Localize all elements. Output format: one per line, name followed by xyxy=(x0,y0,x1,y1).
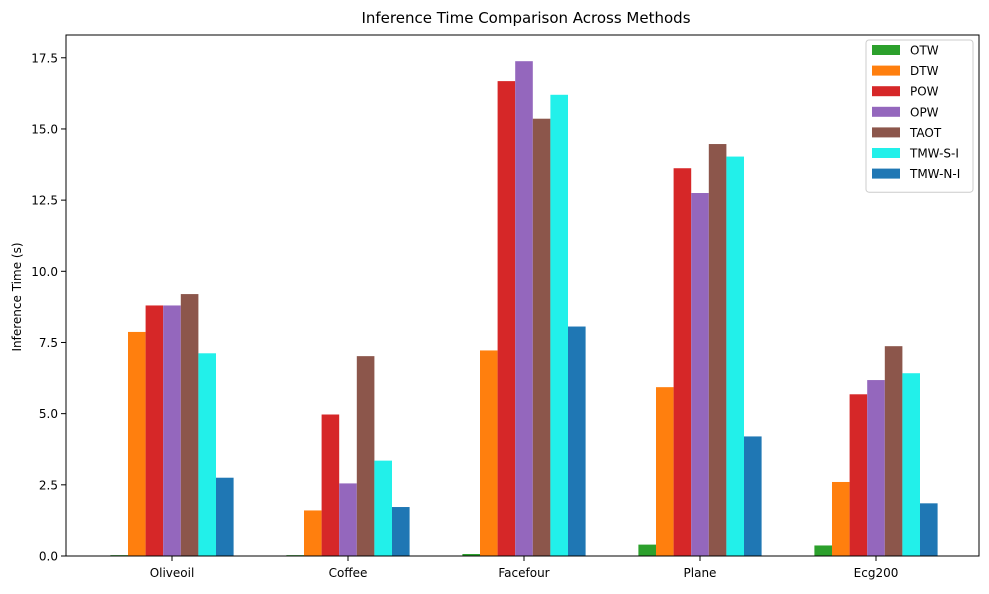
legend-label-pow: POW xyxy=(910,85,939,99)
bar-pow-ecg200 xyxy=(849,394,868,556)
bar-taot-coffee xyxy=(356,356,375,556)
y-axis: 0.0 2.5 5.0 7.5 10.0 12.5 15.0 17.5 xyxy=(31,51,66,564)
bar-tmw-n-i-oliveoil xyxy=(216,477,234,556)
y-tick-label: 7.5 xyxy=(39,336,58,350)
legend-swatch-dtw xyxy=(872,65,900,76)
x-tick-label: Coffee xyxy=(329,566,368,580)
legend-label-tmw-s-i: TMW-S-I xyxy=(909,147,959,161)
bar-tmw-n-i-facefour xyxy=(568,326,586,556)
bar-tmw-s-i-ecg200 xyxy=(902,373,920,556)
bar-taot-oliveoil xyxy=(180,294,199,556)
x-tick-label: Oliveoil xyxy=(150,566,195,580)
bars-group xyxy=(110,61,938,557)
y-axis-label: Inference Time (s) xyxy=(10,242,24,351)
plot-frame xyxy=(65,34,980,557)
x-tick-label: Plane xyxy=(684,566,717,580)
legend-label-tmw-n-i: TMW-N-I xyxy=(909,167,960,181)
x-tick-label: Facefour xyxy=(498,566,549,580)
bar-pow-oliveoil xyxy=(145,305,164,556)
bar-tmw-s-i-oliveoil xyxy=(198,353,216,556)
bar-tmw-n-i-ecg200 xyxy=(920,503,938,556)
bar-opw-oliveoil xyxy=(163,305,181,556)
bar-tmw-s-i-coffee xyxy=(374,460,392,556)
y-tick-label: 17.5 xyxy=(31,51,58,65)
legend-label-dtw: DTW xyxy=(910,64,939,78)
bar-tmw-n-i-plane xyxy=(744,436,762,556)
legend-swatch-opw xyxy=(872,106,900,117)
bar-dtw-oliveoil xyxy=(128,331,146,556)
legend-label-opw: OPW xyxy=(910,105,939,119)
bar-opw-ecg200 xyxy=(867,380,885,556)
legend: OTW DTW POW OPW TAOT TMW-S-I TMW-N-I xyxy=(865,39,974,193)
bar-dtw-ecg200 xyxy=(832,481,850,556)
y-tick-label: 12.5 xyxy=(31,194,58,208)
y-tick-label: 15.0 xyxy=(31,122,58,136)
x-axis: Oliveoil Coffee Facefour Plane Ecg200 xyxy=(150,556,899,580)
legend-swatch-tmw-s-i xyxy=(872,148,900,158)
legend-label-taot: TAOT xyxy=(909,126,942,140)
bar-pow-facefour xyxy=(497,81,516,557)
bar-opw-facefour xyxy=(515,61,533,556)
chart-title: Inference Time Comparison Across Methods xyxy=(361,9,690,27)
y-tick-label: 5.0 xyxy=(39,407,58,421)
bar-otw-plane xyxy=(638,544,656,556)
bar-dtw-facefour xyxy=(480,350,498,556)
legend-swatch-taot xyxy=(872,127,900,138)
bar-taot-plane xyxy=(708,144,727,557)
bar-dtw-plane xyxy=(656,387,674,556)
bar-taot-facefour xyxy=(532,118,551,556)
bar-pow-coffee xyxy=(321,414,340,556)
y-tick-label: 2.5 xyxy=(39,478,58,492)
bar-otw-ecg200 xyxy=(814,545,832,556)
legend-swatch-otw xyxy=(872,45,900,55)
bar-tmw-s-i-plane xyxy=(726,156,744,556)
legend-swatch-pow xyxy=(872,86,900,97)
bar-opw-coffee xyxy=(339,483,357,556)
bar-dtw-coffee xyxy=(304,510,322,556)
bar-taot-ecg200 xyxy=(884,346,903,556)
bar-tmw-n-i-coffee xyxy=(392,507,410,556)
bar-pow-plane xyxy=(673,168,692,557)
legend-swatch-tmw-n-i xyxy=(872,168,900,179)
x-tick-label: Ecg200 xyxy=(854,566,899,580)
y-tick-label: 0.0 xyxy=(39,550,58,564)
y-tick-label: 10.0 xyxy=(31,265,58,279)
bar-otw-facefour xyxy=(462,554,480,556)
bar-opw-plane xyxy=(691,193,709,556)
bar-tmw-s-i-facefour xyxy=(550,94,568,556)
legend-label-otw: OTW xyxy=(910,44,939,58)
